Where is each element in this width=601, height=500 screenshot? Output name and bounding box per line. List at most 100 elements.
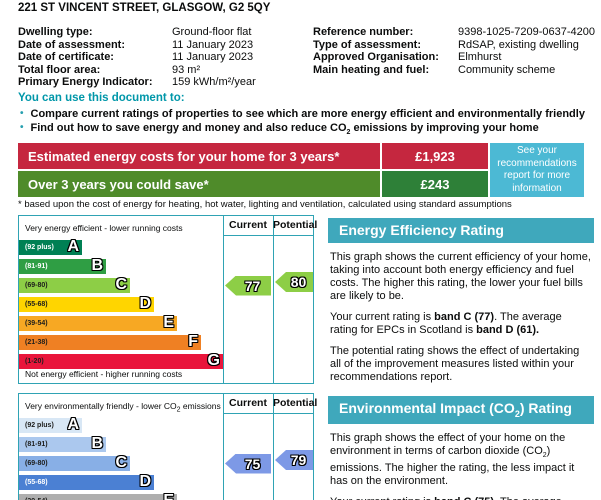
chart-bottom-label: Not energy efficient - higher running co… — [25, 369, 183, 379]
epc-band-row-c: (69-80) C — [19, 454, 223, 475]
epc-band-row-d: (55-68) D — [19, 473, 223, 494]
band-letter: A — [67, 416, 79, 433]
bullet-icon: • — [20, 108, 24, 119]
band-scale: (92 plus) A (81-91) B (69-80) C (55-68) D (39-54… — [19, 416, 223, 500]
field-label: Reference number: — [313, 26, 414, 38]
band-letter: A — [67, 238, 79, 255]
info-row-type-of-assessment: Type of assessment: RdSAP, existing dwel… — [313, 39, 595, 52]
usage-heading: You can use this document to: — [18, 92, 185, 104]
band-range-label: (92 plus) — [25, 244, 54, 251]
energy-efficiency-heading: Energy Efficiency Rating — [328, 218, 594, 243]
bullet-text: Find out how to save energy and money an… — [30, 122, 539, 137]
field-value: RdSAP, existing dwelling — [458, 38, 579, 51]
dwelling-info-right: Reference number: 9398-1025-7209-0637-42… — [313, 26, 595, 76]
band-range-label: (55-68) — [25, 479, 48, 486]
field-value: 9398-1025-7209-0637-4200 — [458, 26, 596, 38]
epc-band-bar-g: (1-20) G — [19, 352, 223, 369]
recommendations-note: See your recommendations report for more… — [490, 143, 584, 197]
info-row-reference-number: Reference number: 9398-1025-7209-0637-42… — [313, 26, 595, 39]
epc-band-row-f: (21-38) F — [19, 333, 223, 354]
epc-band-row-g: (1-20) G — [19, 352, 223, 373]
dwelling-info-left: Dwelling type: Ground-floor flat Date of… — [18, 26, 256, 89]
field-label: Approved Organisation: — [313, 51, 439, 64]
epc-band-bar-a: (92 plus) A — [19, 416, 82, 433]
band-range-label: (21-38) — [25, 339, 48, 346]
band-letter: D — [139, 295, 151, 312]
epc-band-row-b: (81-91) B — [19, 257, 223, 278]
band-range-label: (1-20) — [25, 358, 44, 365]
chart-top-label: Very energy efficient - lower running co… — [25, 223, 183, 233]
band-letter: D — [139, 473, 151, 490]
potential-rating-arrow: 80 — [275, 272, 313, 292]
column-divider — [273, 216, 274, 383]
field-value: 11 January 2023 — [172, 38, 254, 51]
field-label: Dwelling type: — [18, 26, 93, 38]
info-row-main-heating-and-fuel: Main heating and fuel: Community scheme — [313, 64, 595, 77]
info-row-approved-organisation: Approved Organisation: Elmhurst — [313, 51, 595, 64]
epc-band-bar-b: (81-91) B — [19, 257, 106, 274]
band-range-label: (39-54) — [25, 498, 48, 500]
field-label: Total floor area: — [18, 63, 101, 76]
info-paragraph: Your current rating is band C (75). The … — [330, 496, 592, 500]
info-paragraph: Your current rating is band C (77). The … — [330, 311, 562, 336]
usage-bullet-1: • Compare current ratings of properties … — [20, 107, 585, 121]
field-value: 11 January 2023 — [172, 51, 254, 64]
info-row-total-floor-area: Total floor area: 93 m² — [18, 64, 256, 77]
estimated-costs-label: Estimated energy costs for your home for… — [18, 143, 380, 169]
info-row-date-of-assessment: Date of assessment: 11 January 2023 — [18, 39, 256, 52]
band-letter: C — [115, 276, 127, 293]
band-letter: C — [115, 454, 127, 471]
info-row-dwelling-type: Dwelling type: Ground-floor flat — [18, 26, 256, 39]
epc-band-bar-b: (81-91) B — [19, 435, 106, 452]
band-range-label: (39-54) — [25, 320, 48, 327]
field-label: Date of certificate: — [18, 51, 114, 64]
current-column-header: Current — [229, 397, 267, 409]
energy-efficiency-chart: Current Potential Very energy efficient … — [18, 215, 318, 384]
band-letter: B — [91, 435, 103, 452]
current-column-header: Current — [229, 219, 267, 231]
band-letter: E — [163, 492, 174, 500]
epc-band-bar-c: (69-80) C — [19, 276, 130, 293]
usage-bullets: • Compare current ratings of properties … — [20, 107, 585, 140]
field-value: Community scheme — [458, 63, 556, 76]
info-paragraph: This graph shows the current efficiency … — [330, 251, 591, 302]
environmental-impact-info-box: Environmental Impact (CO2) Rating This g… — [328, 396, 594, 500]
info-row-primary-energy-indicator: Primary Energy Indicator: 159 kWh/m²/yea… — [18, 76, 256, 89]
band-scale: (92 plus) A (81-91) B (69-80) C (55-68) D (39-54… — [19, 238, 223, 373]
band-range-label: (81-91) — [25, 263, 48, 270]
info-row-date-of-certificate: Date of certificate: 11 January 2023 — [18, 51, 256, 64]
field-label: Date of assessment: — [18, 38, 125, 51]
epc-band-bar-e: (39-54) E — [19, 492, 177, 500]
epc-band-row-c: (69-80) C — [19, 276, 223, 297]
band-range-label: (55-68) — [25, 301, 48, 308]
usage-bullet-2: • Find out how to save energy and money … — [20, 121, 585, 140]
property-address: 221 ST VINCENT STREET, GLASGOW, G2 5QY — [18, 2, 271, 14]
band-range-label: (81-91) — [25, 441, 48, 448]
environmental-impact-chart: Current Potential Very environmentally f… — [18, 393, 318, 500]
band-letter: B — [91, 257, 103, 274]
field-value: Ground-floor flat — [172, 26, 252, 38]
epc-band-bar-e: (39-54) E — [19, 314, 177, 331]
epc-band-bar-c: (69-80) C — [19, 454, 130, 471]
band-letter: E — [163, 314, 174, 331]
column-divider — [223, 394, 224, 500]
epc-band-row-e: (39-54) E — [19, 314, 223, 335]
savings-value: £243 — [382, 171, 488, 197]
epc-band-row-a: (92 plus) A — [19, 238, 223, 259]
info-paragraph: This graph shows the effect of your home… — [330, 431, 575, 487]
savings-label: Over 3 years you could save* — [18, 171, 380, 197]
environmental-impact-heading: Environmental Impact (CO2) Rating — [328, 396, 594, 424]
potential-column-header: Potential — [273, 397, 318, 409]
current-rating-arrow: 77 — [225, 275, 271, 296]
info-paragraph: The potential rating shows the effect of… — [330, 345, 580, 383]
potential-column-header: Potential — [273, 219, 318, 231]
field-label: Primary Energy Indicator: — [18, 76, 153, 89]
costs-footnote: * based upon the cost of energy for heat… — [18, 199, 512, 210]
column-divider — [273, 394, 274, 500]
field-value: Elmhurst — [458, 51, 502, 64]
band-range-label: (92 plus) — [25, 422, 54, 429]
potential-rating-arrow: 79 — [275, 450, 313, 470]
field-label: Type of assessment: — [313, 38, 422, 51]
field-value: 159 kWh/m²/year — [172, 76, 256, 89]
